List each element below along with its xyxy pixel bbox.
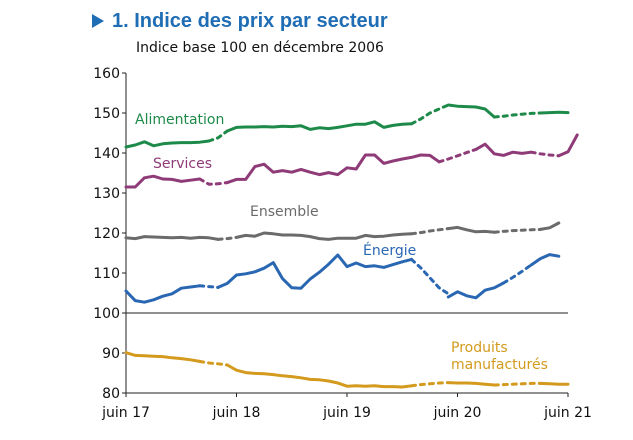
y-tick-label: 110 [93, 266, 120, 282]
series-line-energie-dashed [198, 284, 220, 289]
x-tick-label: juin 18 [212, 405, 261, 421]
series-line-ensemble-solid [124, 235, 220, 241]
series-line-services-dashed [529, 150, 561, 158]
y-tick-label: 140 [93, 146, 120, 162]
y-tick-label: 130 [93, 186, 120, 202]
series-label-produits-manufactures: manufacturés [451, 357, 548, 373]
y-tick-label: 90 [102, 346, 120, 362]
series-line-produits-manufactures-solid [225, 363, 413, 389]
series-label-services: Services [153, 156, 212, 172]
series-line-services-solid [557, 133, 579, 158]
series-label-ensemble: Ensemble [250, 204, 319, 220]
series-line-ensemble-dashed [492, 227, 542, 234]
y-tick-label: 100 [93, 306, 120, 322]
series-line-services-solid [474, 142, 533, 157]
series-line-produits-manufactures-dashed [492, 381, 542, 387]
x-tick-label: juin 17 [101, 405, 150, 421]
series-line-ensemble-solid [538, 221, 561, 231]
series-line-energie-solid [529, 253, 561, 267]
x-tick-label: juin 20 [433, 405, 482, 421]
series-label-produits-manufactures: Produits [451, 340, 508, 356]
series-line-produits-manufactures-solid [538, 381, 570, 386]
y-tick-label: 80 [102, 386, 120, 402]
chart-subtitle: Indice base 100 en décembre 2006 [136, 40, 384, 56]
series-line-alimentation-solid [124, 139, 211, 149]
series-line-ensemble-dashed [216, 235, 238, 241]
series-line-ensemble-solid [446, 225, 496, 234]
series-line-energie-solid [124, 284, 202, 304]
series-line-services-solid [225, 153, 441, 185]
x-tick-label: juin 21 [543, 405, 592, 421]
series-line-energie-dashed [410, 257, 450, 296]
triangle-bullet-icon [92, 14, 104, 28]
x-tick-label: juin 19 [322, 405, 371, 421]
series-line-energie-dashed [502, 263, 533, 285]
series-line-produits-manufactures-solid [124, 351, 202, 363]
series-line-services-dashed [437, 147, 478, 164]
series-line-alimentation-dashed [207, 129, 229, 143]
series-line-produits-manufactures-solid [446, 381, 496, 387]
series-line-alimentation-solid [446, 103, 496, 119]
series-line-produits-manufactures-dashed [410, 381, 450, 388]
series-line-services-solid [124, 174, 202, 189]
chart-title-row: 1. Indice des prix par secteur [92, 8, 388, 34]
series-label-alimentation: Alimentation [135, 112, 224, 128]
y-tick-label: 160 [93, 66, 120, 82]
series-line-alimentation-solid [225, 120, 413, 133]
series-line-ensemble-dashed [410, 227, 450, 236]
series-line-alimentation-solid [538, 110, 570, 115]
series-line-produits-manufactures-dashed [198, 359, 229, 367]
series-line-alimentation-dashed [410, 103, 450, 126]
series-line-energie-solid [446, 281, 505, 300]
series-label-energie: Énergie [363, 242, 416, 259]
series-line-alimentation-dashed [492, 111, 542, 119]
chart-title: 1. Indice des prix par secteur [112, 9, 388, 32]
y-tick-label: 150 [93, 106, 120, 122]
series-line-services-dashed [198, 177, 229, 186]
series-line-energie-solid [216, 253, 413, 290]
y-tick-label: 120 [93, 226, 120, 242]
series-line-ensemble-solid [235, 231, 413, 241]
